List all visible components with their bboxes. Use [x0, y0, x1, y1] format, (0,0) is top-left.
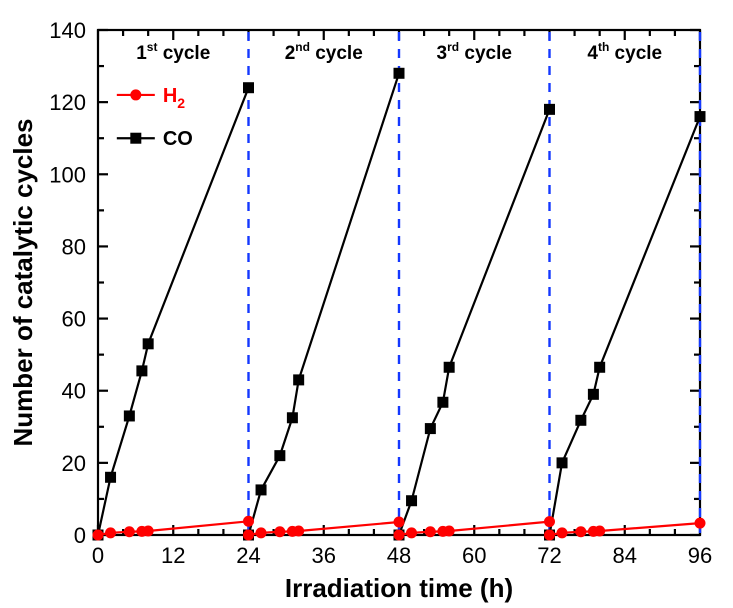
series-marker-h2: [545, 530, 555, 540]
series-marker-co: [137, 366, 147, 376]
x-tick-label: 24: [236, 543, 260, 568]
series-marker-co: [287, 413, 297, 423]
y-axis-label: Number of catalytic cycles: [8, 118, 38, 446]
series-marker-h2: [244, 530, 254, 540]
y-tick-label: 20: [62, 451, 86, 476]
x-tick-label: 12: [161, 543, 185, 568]
series-marker-co: [695, 112, 705, 122]
chart-container: 0 12 24 36 48 60 72 84 96 0 20 40 60 80 100 120 140 Irrad…: [0, 0, 733, 608]
y-tick-label: 40: [62, 379, 86, 404]
series-marker-h2: [444, 526, 454, 536]
series-marker-co: [438, 397, 448, 407]
x-tick-label: 48: [387, 543, 411, 568]
x-tick-label: 36: [312, 543, 336, 568]
series-marker-h2: [256, 528, 266, 538]
series-marker-h2: [244, 516, 254, 526]
series-marker-co: [256, 485, 266, 495]
x-tick-label: 72: [537, 543, 561, 568]
x-tick-label: 84: [613, 543, 637, 568]
series-marker-co: [143, 339, 153, 349]
series-marker-co: [425, 424, 435, 434]
y-tick-label: 60: [62, 307, 86, 332]
series-marker-co: [576, 415, 586, 425]
series-marker-h2: [595, 526, 605, 536]
x-tick-label: 60: [462, 543, 486, 568]
y-tick-label: 140: [49, 18, 86, 43]
series-marker-co: [244, 83, 254, 93]
series-marker-h2: [294, 526, 304, 536]
series-marker-co: [545, 104, 555, 114]
series-marker-co: [106, 472, 116, 482]
series-marker-co: [294, 375, 304, 385]
series-marker-h2: [93, 530, 103, 540]
series-marker-co: [557, 458, 567, 468]
x-axis-label: Irradiation time (h): [285, 573, 513, 603]
chart-svg: 0 12 24 36 48 60 72 84 96 0 20 40 60 80 100 120 140 Irrad…: [0, 0, 733, 608]
series-marker-co: [394, 68, 404, 78]
series-marker-h2: [124, 527, 134, 537]
series-marker-h2: [275, 527, 285, 537]
series-marker-h2: [576, 527, 586, 537]
series-marker-co: [124, 411, 134, 421]
series-marker-h2: [394, 530, 404, 540]
series-marker-h2: [143, 526, 153, 536]
series-marker-h2: [106, 528, 116, 538]
y-tick-label: 80: [62, 234, 86, 259]
series-marker-h2: [394, 517, 404, 527]
series-marker-h2: [557, 528, 567, 538]
x-tick-label: 0: [92, 543, 104, 568]
y-tick-label: 120: [49, 90, 86, 115]
series-marker-co: [275, 451, 285, 461]
y-tick-label: 100: [49, 162, 86, 187]
y-tick-label: 0: [74, 523, 86, 548]
series-marker-co: [407, 496, 417, 506]
x-tick-label: 96: [688, 543, 712, 568]
series-marker-h2: [545, 517, 555, 527]
series-marker-h2: [425, 527, 435, 537]
series-marker-co: [444, 362, 454, 372]
series-marker-co: [588, 389, 598, 399]
series-marker-co: [595, 362, 605, 372]
series-marker-h2: [695, 518, 705, 528]
legend-label-co: CO: [163, 128, 193, 150]
series-marker-h2: [407, 528, 417, 538]
